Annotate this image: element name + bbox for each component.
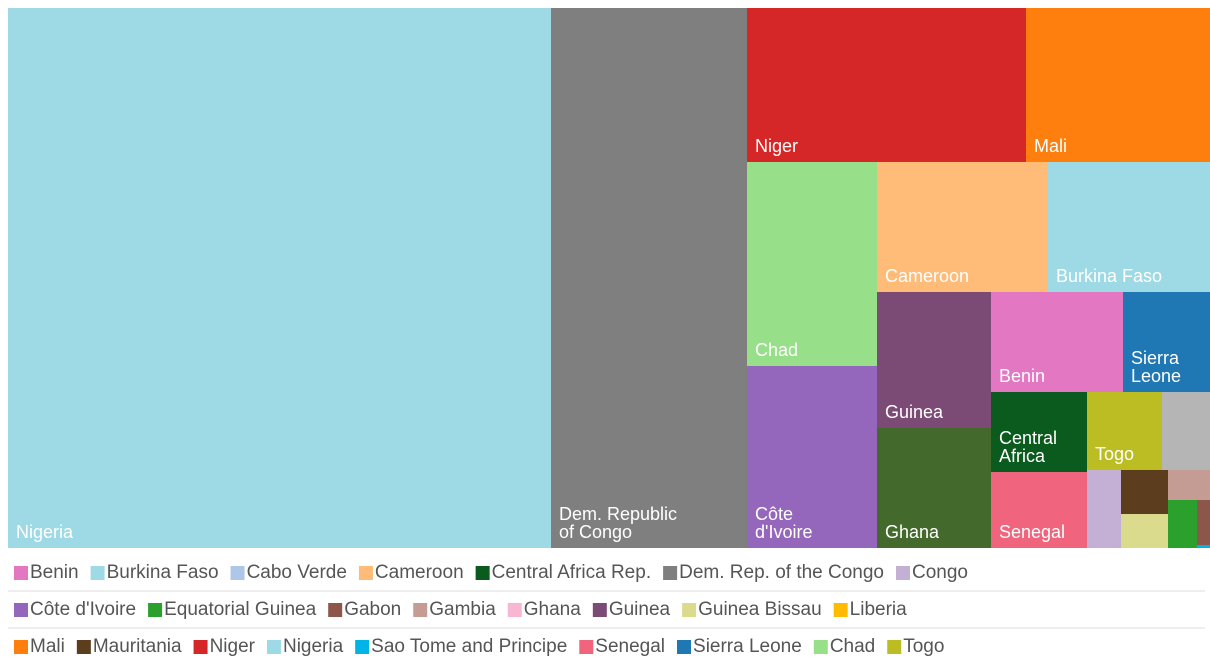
legend-label: Guinea Bissau	[698, 599, 822, 620]
legend-label: Togo	[903, 636, 944, 657]
cell-label: Burkina Faso	[1056, 266, 1162, 286]
legend-label: Mali	[30, 636, 65, 657]
legend-swatch	[358, 566, 373, 580]
legend-label: Burkina Faso	[107, 562, 219, 583]
treemap-cell	[1121, 470, 1168, 514]
cell-label: Dem. Republic of Congo	[559, 504, 677, 542]
cell-label: Guinea	[885, 402, 944, 422]
treemap-cell	[747, 8, 1026, 162]
treemap-cell	[1123, 292, 1210, 392]
legend-label: Sao Tome and Principe	[371, 636, 567, 657]
legend-label: Benin	[30, 562, 79, 583]
legend-swatch	[355, 640, 370, 654]
legend-swatch	[266, 640, 281, 654]
treemap-cell	[877, 292, 991, 428]
legend-swatch	[579, 640, 594, 654]
legend-swatch	[76, 640, 91, 654]
legend-label: Ghana	[524, 599, 581, 620]
legend-label: Liberia	[850, 599, 907, 620]
legend-label: Cameroon	[375, 562, 464, 583]
legend-swatch	[592, 603, 607, 617]
legend-label: Senegal	[595, 636, 665, 657]
treemap-cell	[1121, 514, 1168, 548]
treemap-cell	[991, 472, 1087, 548]
legend-swatch	[230, 566, 245, 580]
legend-swatch	[813, 640, 828, 654]
treemap-cell	[1026, 8, 1210, 162]
treemap-cell	[551, 8, 747, 548]
legend-swatch	[14, 566, 28, 580]
treemap-cell	[1162, 392, 1210, 470]
treemap-cell	[1197, 500, 1210, 545]
legend-label: Equatorial Guinea	[164, 599, 317, 620]
cell-label: Mali	[1034, 136, 1067, 156]
legend-swatch	[90, 566, 105, 580]
legend-label: Cabo Verde	[247, 562, 347, 583]
cell-label: Cameroon	[885, 266, 969, 286]
treemap-cell	[1087, 470, 1121, 548]
cell-label: Ghana	[885, 522, 940, 542]
legend-swatch	[682, 603, 697, 617]
legend-label: Chad	[830, 636, 875, 657]
legend-swatch	[887, 640, 902, 654]
cell-label: Central Africa	[999, 428, 1057, 466]
treemap-cell	[991, 292, 1123, 392]
treemap-cell	[991, 392, 1087, 472]
legend-label: Gambia	[429, 599, 496, 620]
cell-label: Chad	[755, 340, 798, 360]
cell-label: Côte d'Ivoire	[755, 504, 812, 542]
cell-label: Senegal	[999, 522, 1065, 542]
treemap-cell	[1197, 545, 1210, 548]
legend-swatch	[193, 640, 208, 654]
cell-label: Niger	[755, 136, 798, 156]
legend-swatch	[328, 603, 343, 617]
treemap-cell	[877, 428, 991, 548]
cell-label: Togo	[1095, 444, 1134, 464]
legend-label: Nigeria	[283, 636, 344, 657]
treemap-cell	[8, 8, 551, 548]
legend-swatch	[896, 566, 910, 580]
legend-swatch	[14, 640, 28, 654]
legend-swatch	[14, 603, 28, 617]
legend-label: Central Africa Rep.	[492, 562, 651, 583]
legend-swatch	[663, 566, 678, 580]
cell-label: Benin	[999, 366, 1045, 386]
legend-label: Côte d'Ivoire	[30, 599, 136, 620]
legend-label: Gabon	[344, 599, 401, 620]
treemap-cell	[1048, 162, 1210, 292]
legend-swatch	[413, 603, 428, 617]
treemap-cell	[747, 366, 877, 548]
legend-label: Congo	[912, 562, 968, 583]
treemap-cell	[1168, 500, 1197, 548]
treemap-cell	[1087, 392, 1162, 470]
legend-swatch	[475, 566, 490, 580]
treemap-cell	[1168, 470, 1210, 500]
cell-label: Nigeria	[16, 522, 74, 542]
legend-swatch	[833, 603, 848, 617]
treemap-cell	[747, 162, 877, 366]
legend-label: Niger	[210, 636, 256, 657]
legend-label: Mauritania	[93, 636, 182, 657]
legend-label: Sierra Leone	[693, 636, 802, 657]
legend-label: Guinea	[609, 599, 671, 620]
legend-swatch	[148, 603, 163, 617]
cell-label: Sierra Leone	[1131, 348, 1181, 386]
legend-swatch	[507, 603, 522, 617]
legend-label: Dem. Rep. of the Congo	[679, 562, 884, 583]
treemap-cell	[877, 162, 1048, 292]
legend-swatch	[677, 640, 692, 654]
